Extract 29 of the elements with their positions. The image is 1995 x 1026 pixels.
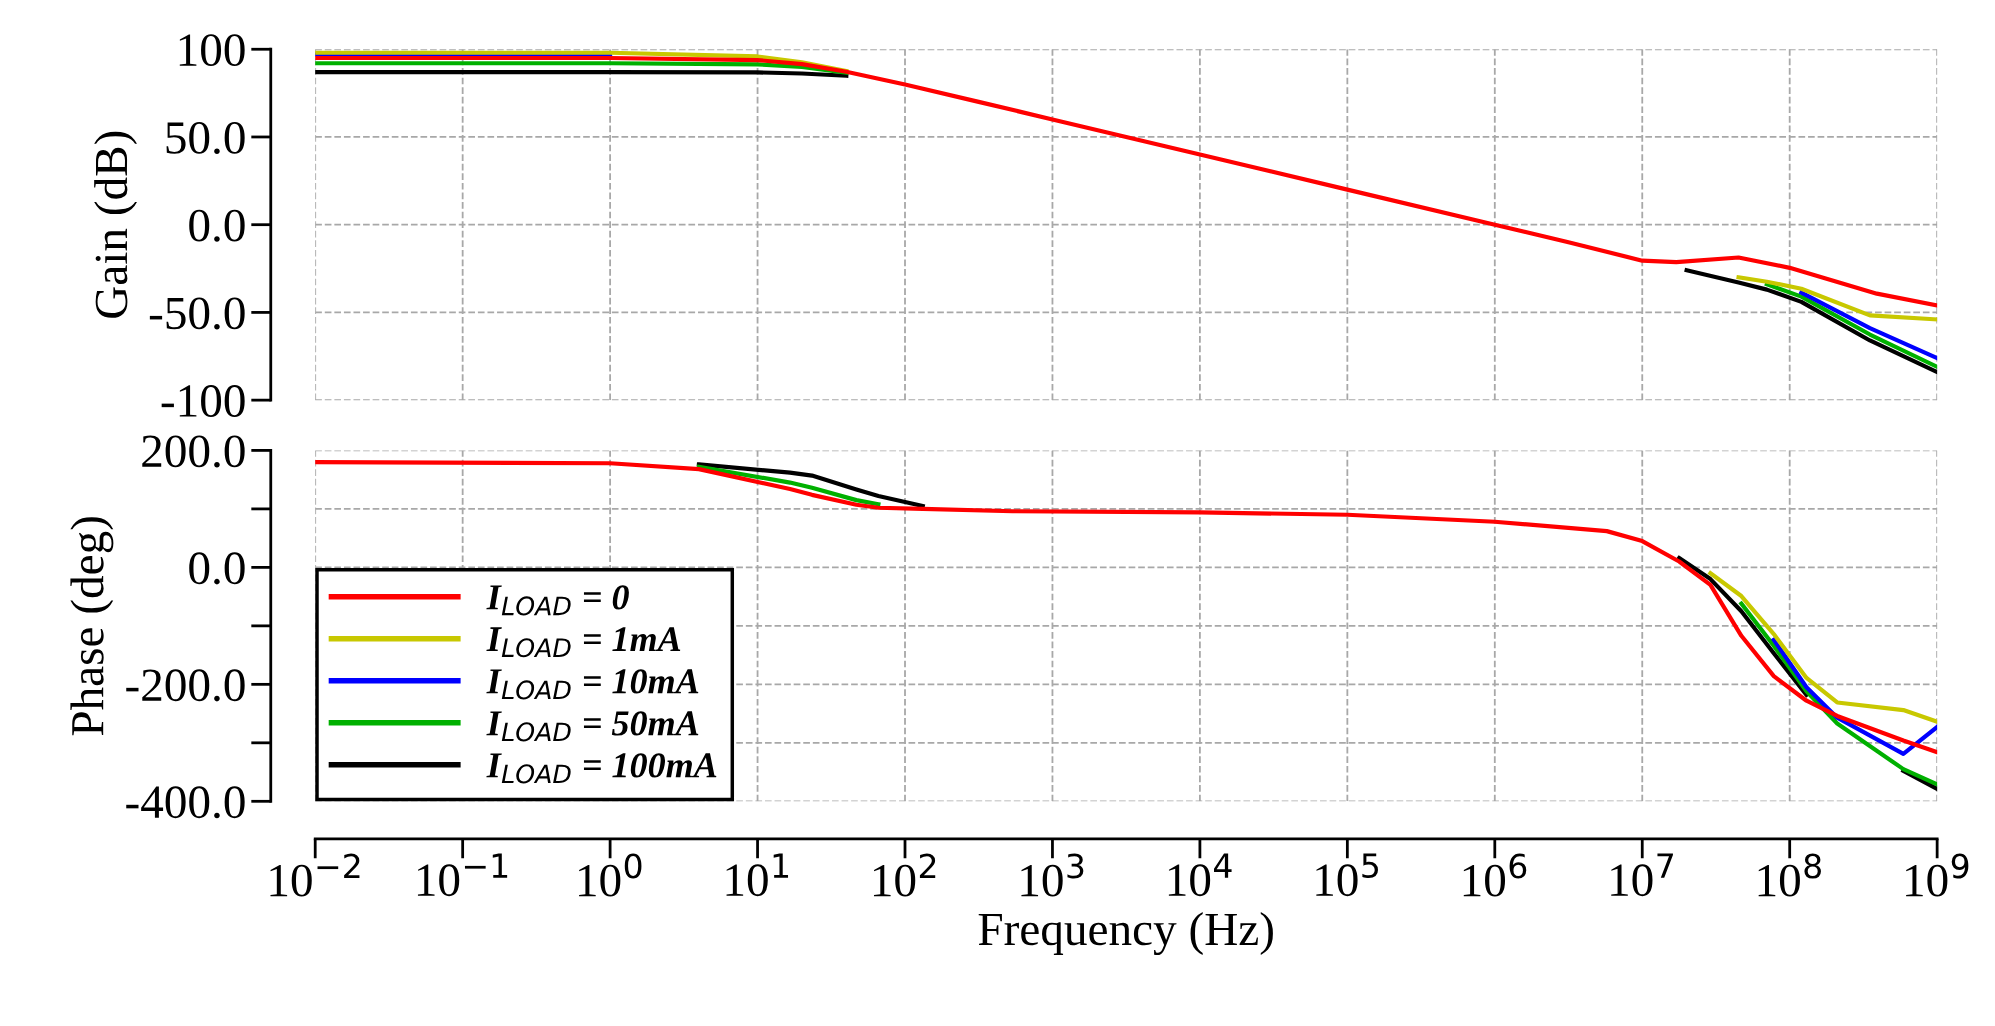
x-tick-label: 10$^{3}$	[1021, 853, 1084, 897]
y-tick-label: 100	[179, 34, 245, 67]
y-tick-label: 0.0	[189, 552, 245, 585]
x-tick-label: 10$^{4}$	[1168, 853, 1232, 897]
y-axis-title: Phase (deg)	[70, 517, 114, 736]
x-tick-label: 10$^{7}$	[1611, 853, 1673, 897]
y-tick-label: -50.0	[149, 297, 245, 330]
x-tick-label: 10$^{6}$	[1463, 853, 1527, 897]
y-tick-label: 0.0	[189, 209, 245, 242]
x-tick-label: 10$^{2}$	[873, 853, 936, 897]
x-tick-label: 10$^{8}$	[1758, 853, 1821, 897]
y-axis-title: Gain (dB)	[94, 131, 137, 318]
x-tick-label: 10$^{0}$	[579, 853, 642, 897]
legend-label: I$_{LOAD}$ = 10mA	[486, 669, 699, 700]
y-tick-label: 200.0	[142, 435, 245, 468]
y-tick-label: -100	[161, 385, 245, 417]
x-tick-label: 10$^{−2}$	[270, 853, 360, 897]
x-tick-label: 10$^{5}$	[1316, 853, 1378, 897]
legend-label: I$_{LOAD}$ = 100mA	[486, 753, 717, 784]
legend-label: I$_{LOAD}$ = 0	[486, 585, 629, 616]
x-tick-label: 10$^{9}$	[1906, 853, 1969, 897]
legend-label: I$_{LOAD}$ = 50mA	[486, 711, 699, 742]
x-tick-label: 10$^{1}$	[726, 853, 789, 897]
legend-label: I$_{LOAD}$ = 1mA	[486, 627, 681, 658]
y-tick-label: -400.0	[126, 786, 245, 819]
x-tick-label: 10$^{−1}$	[417, 853, 508, 897]
x-axis-title: Frequency (Hz)	[978, 912, 1273, 956]
y-tick-label: -200.0	[126, 669, 245, 702]
y-tick-label: 50.0	[166, 121, 245, 155]
